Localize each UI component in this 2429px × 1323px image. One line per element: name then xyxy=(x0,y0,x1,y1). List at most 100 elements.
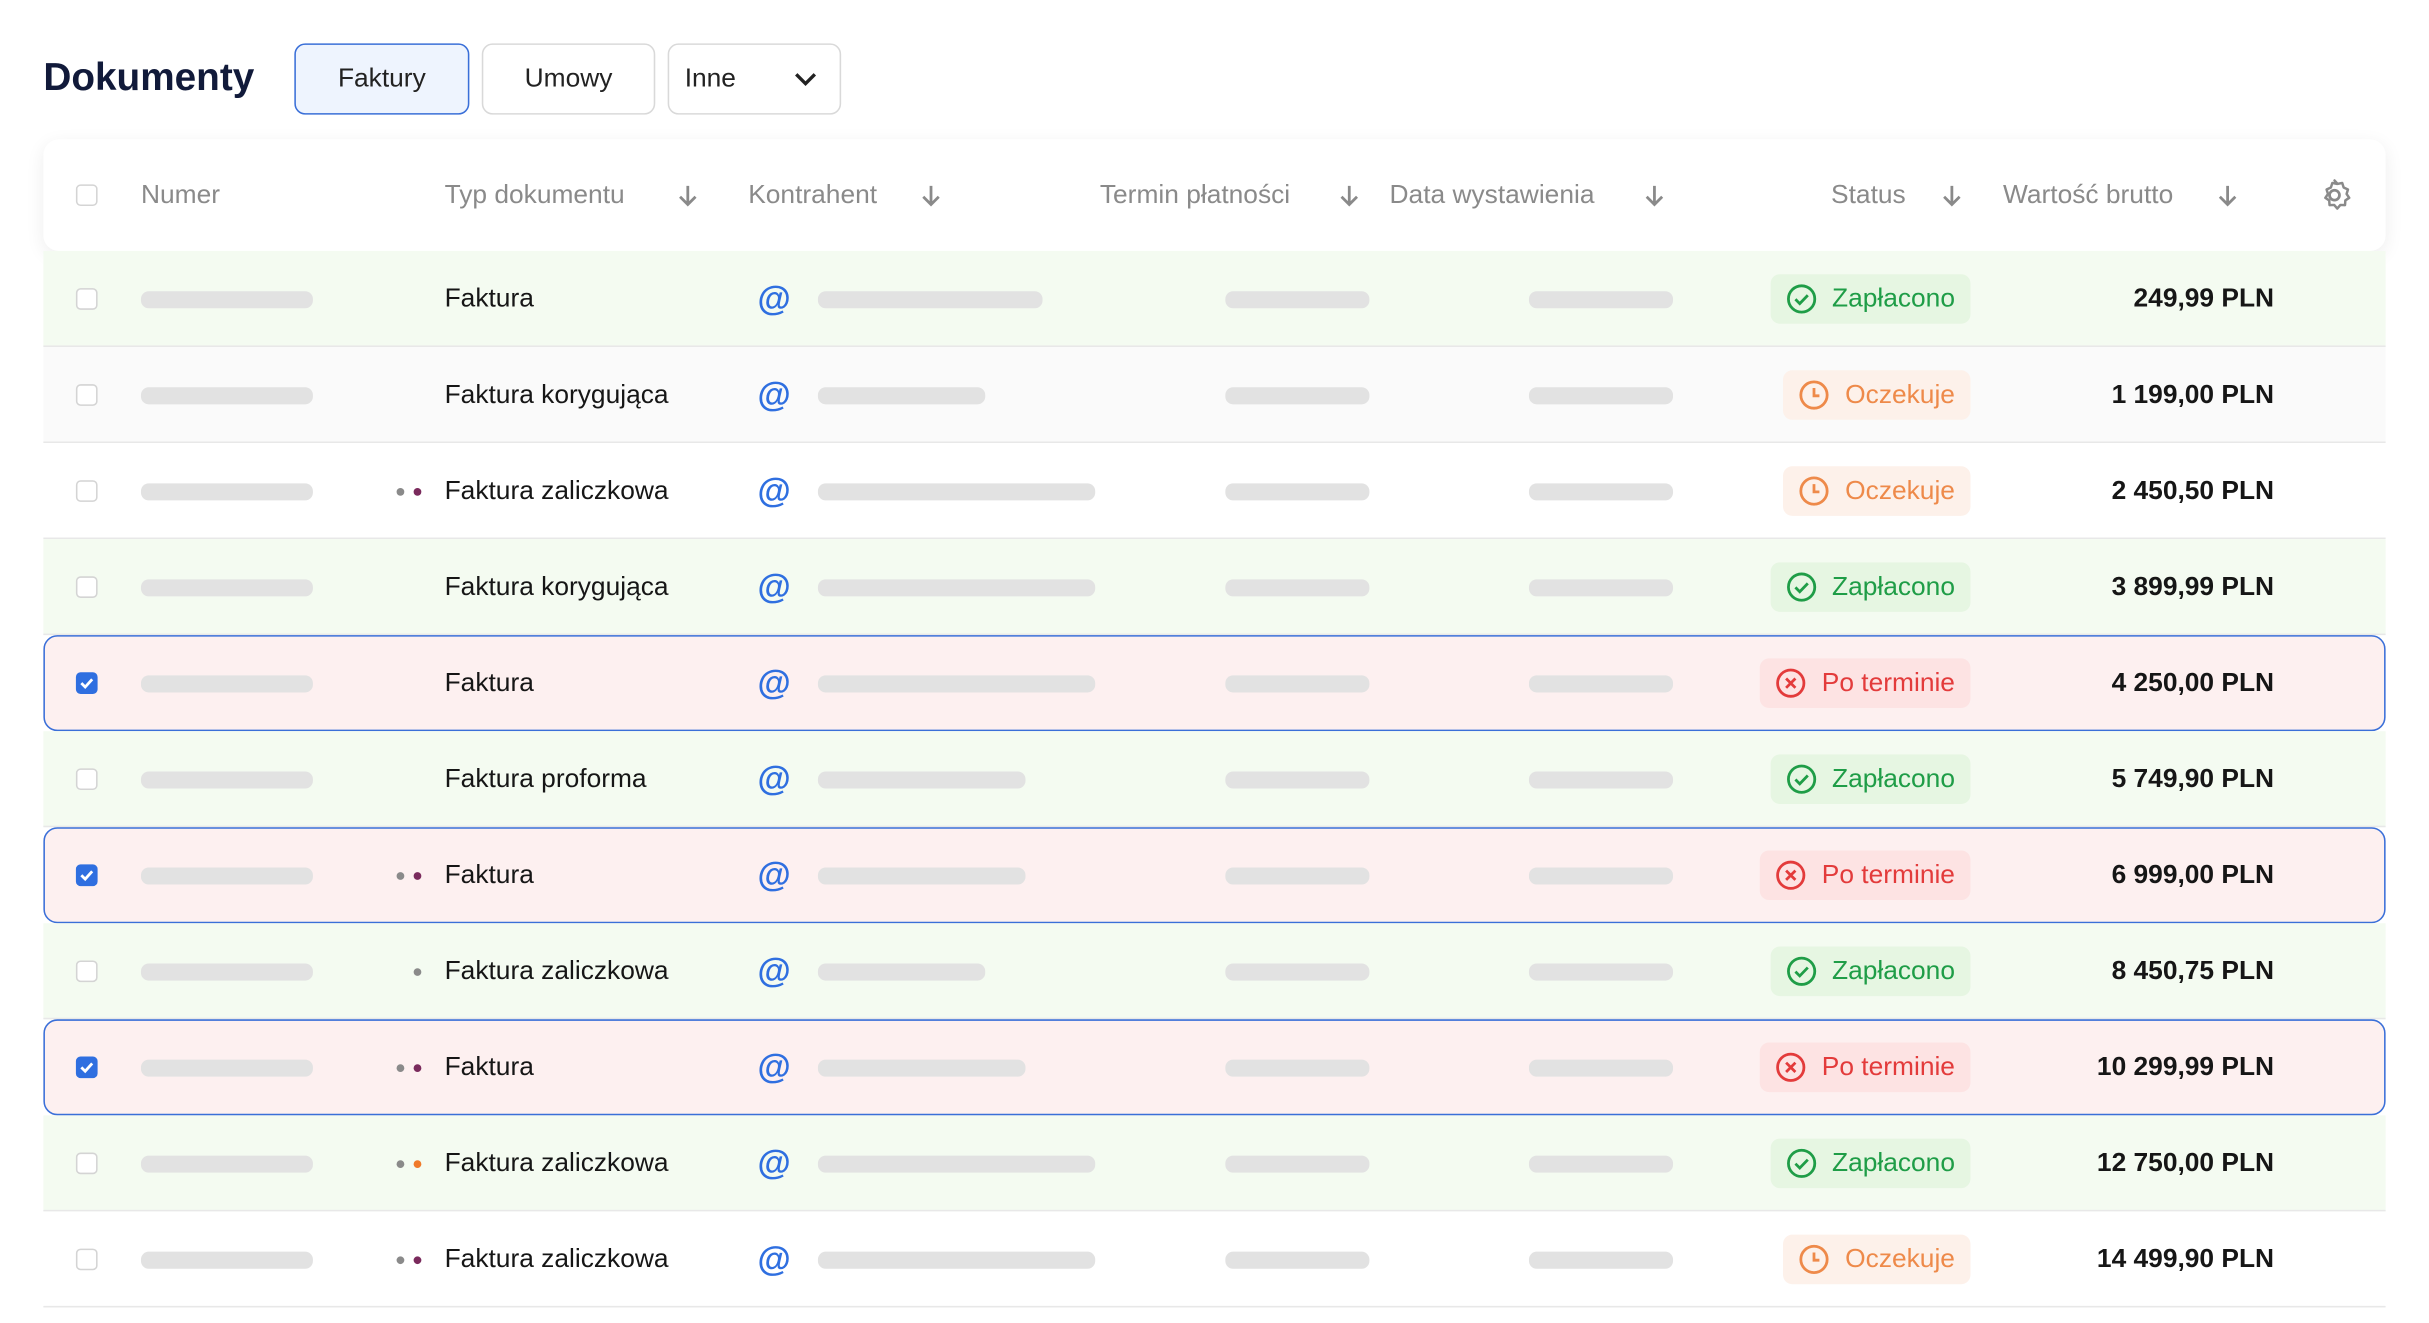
placeholder xyxy=(817,387,986,405)
row-checkbox[interactable] xyxy=(75,864,98,887)
table-row[interactable] xyxy=(43,635,2386,732)
placeholder xyxy=(817,291,1043,309)
column-header: Termin płatności xyxy=(1099,179,1291,210)
contractor-icon: @ xyxy=(757,1143,791,1182)
placeholder xyxy=(1528,1155,1674,1173)
tab[interactable]: Umowy xyxy=(481,43,656,115)
placeholder xyxy=(1528,963,1674,981)
contractor-icon: @ xyxy=(757,951,791,990)
tab-dropdown[interactable]: Inne xyxy=(667,43,842,115)
row-checkbox[interactable] xyxy=(75,768,98,791)
placeholder xyxy=(1528,579,1674,597)
document-type: Faktura xyxy=(444,283,534,313)
row-checkbox[interactable] xyxy=(75,576,98,598)
table-row[interactable] xyxy=(43,1211,2386,1308)
table-row[interactable] xyxy=(43,443,2386,540)
status-badge: Po terminie xyxy=(1759,1042,1971,1093)
contractor-icon: @ xyxy=(757,855,791,894)
table-row[interactable] xyxy=(43,539,2386,636)
status-icon xyxy=(1786,284,1816,314)
status-text: Zapłacono xyxy=(1831,1147,1955,1178)
status-badge: Oczekuje xyxy=(1783,466,1971,516)
dot xyxy=(396,1064,405,1072)
amount: 3 899,99 PLN xyxy=(2111,571,2275,602)
sort-arrow[interactable] xyxy=(920,183,942,208)
sort-arrow-icon xyxy=(1943,185,1961,207)
document-type: Faktura korygująca xyxy=(444,571,669,602)
row-checkbox[interactable] xyxy=(75,1152,98,1175)
placeholder xyxy=(140,963,313,981)
status-badge: Zapłacono xyxy=(1770,274,1971,324)
select-all[interactable] xyxy=(75,184,98,207)
tab[interactable]: Faktury xyxy=(294,43,470,115)
dot xyxy=(396,1160,405,1169)
document-type: Faktura zaliczkowa xyxy=(444,475,669,506)
table-row[interactable] xyxy=(43,346,2386,444)
placeholder xyxy=(140,1251,313,1269)
sort-arrow[interactable] xyxy=(1941,183,1963,208)
column-header: Kontrahent xyxy=(748,179,878,210)
row-checkbox[interactable] xyxy=(75,288,98,310)
placeholder xyxy=(1528,867,1674,885)
column-header: Status xyxy=(1831,179,1906,210)
placeholder xyxy=(817,963,986,981)
status-badge: Oczekuje xyxy=(1783,370,1971,420)
document-type: Faktura xyxy=(444,1051,534,1082)
table-row[interactable] xyxy=(43,1115,2386,1212)
table-row[interactable] xyxy=(43,1019,2386,1116)
row-checkbox[interactable] xyxy=(75,1056,98,1079)
table-row[interactable] xyxy=(43,731,2386,828)
amount: 249,99 PLN xyxy=(2133,283,2275,313)
sort-arrow-icon xyxy=(2218,185,2237,207)
status-icon xyxy=(1799,380,1829,410)
status-badge: Zapłacono xyxy=(1770,946,1971,997)
status-icon xyxy=(1786,764,1816,794)
placeholder xyxy=(140,1059,313,1077)
row-checkbox[interactable] xyxy=(75,672,98,694)
contractor-icon: @ xyxy=(757,278,791,318)
document-type: Faktura zaliczkowa xyxy=(444,1147,669,1178)
status-text: Zapłacono xyxy=(1831,955,1955,986)
placeholder xyxy=(817,771,1026,789)
document-type: Faktura proforma xyxy=(444,763,647,794)
settings-icon[interactable] xyxy=(2316,177,2353,214)
row-checkbox[interactable] xyxy=(75,480,98,502)
table-row[interactable] xyxy=(43,923,2386,1020)
sort-arrow[interactable] xyxy=(1338,183,1360,208)
check-mark xyxy=(80,1062,94,1074)
status-badge: Po terminie xyxy=(1759,658,1971,708)
table-row[interactable] xyxy=(43,827,2386,924)
status-text: Po terminie xyxy=(1821,1051,1955,1082)
status-text: Oczekuje xyxy=(1845,379,1955,409)
amount: 8 450,75 PLN xyxy=(2111,955,2275,986)
placeholder xyxy=(817,675,1096,693)
page-title: Dokumenty xyxy=(43,55,255,100)
placeholder xyxy=(140,483,313,501)
status-text: Oczekuje xyxy=(1845,475,1955,506)
row-checkbox[interactable] xyxy=(75,1248,98,1271)
status-badge: Zapłacono xyxy=(1770,562,1971,612)
column-header: Typ dokumentu xyxy=(444,179,625,210)
placeholder xyxy=(140,291,313,309)
status-icon xyxy=(1799,476,1829,506)
status-icon xyxy=(1776,668,1806,698)
sort-arrow[interactable] xyxy=(1644,183,1666,208)
placeholder xyxy=(1528,387,1674,405)
table-row[interactable] xyxy=(43,250,2386,347)
placeholder xyxy=(817,579,1096,597)
placeholder xyxy=(1225,387,1370,405)
status-text: Zapłacono xyxy=(1831,283,1955,313)
sort-arrow[interactable] xyxy=(677,183,699,208)
placeholder xyxy=(1528,483,1674,501)
column-header: Wartość brutto xyxy=(2002,179,2174,210)
row-checkbox[interactable] xyxy=(75,960,98,983)
amount: 6 999,00 PLN xyxy=(2111,859,2275,890)
row-checkbox[interactable] xyxy=(75,384,98,406)
sort-arrow[interactable] xyxy=(2217,183,2239,208)
table-header xyxy=(43,139,2386,251)
dot xyxy=(413,1256,422,1265)
placeholder xyxy=(817,483,1096,501)
placeholder xyxy=(140,387,313,405)
placeholder xyxy=(1528,771,1674,789)
sort-arrow-icon xyxy=(1340,185,1358,207)
